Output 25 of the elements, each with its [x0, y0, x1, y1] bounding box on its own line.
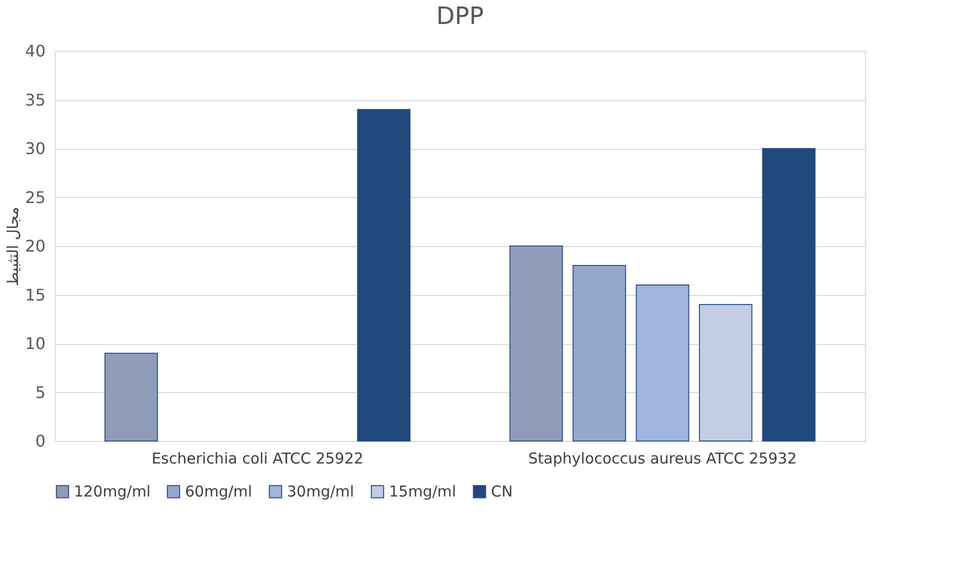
bar	[104, 352, 158, 442]
chart-title: DPP	[436, 2, 484, 30]
y-tick-label: 40	[25, 42, 46, 60]
x-tick-label: Escherichia coli ATCC 25922	[152, 450, 364, 468]
legend-label: 30mg/ml	[287, 482, 354, 501]
x-tick-label: Staphylococcus aureus ATCC 25932	[528, 450, 797, 468]
bar	[357, 109, 411, 442]
legend-label: CN	[491, 482, 513, 501]
y-tick-label: 25	[25, 188, 46, 207]
bar	[698, 304, 752, 442]
y-tick-label: 20	[25, 236, 46, 256]
bar	[762, 148, 816, 442]
y-tick-label: 5	[35, 382, 46, 402]
y-axis-title: مجال التثبيط	[4, 206, 22, 286]
legend-label: 60mg/ml	[185, 482, 252, 501]
legend-label: 15mg/ml	[389, 482, 456, 501]
bar	[572, 265, 626, 442]
y-tick-label: 15	[25, 285, 46, 304]
y-tick-label: 10	[25, 334, 46, 353]
y-tick-label: 30	[25, 139, 46, 158]
y-tick-label: 35	[25, 90, 46, 110]
bar	[636, 284, 690, 442]
bar	[509, 246, 563, 442]
y-tick-label: 0	[35, 432, 46, 450]
legend-label: 120mg/ml	[74, 482, 151, 501]
